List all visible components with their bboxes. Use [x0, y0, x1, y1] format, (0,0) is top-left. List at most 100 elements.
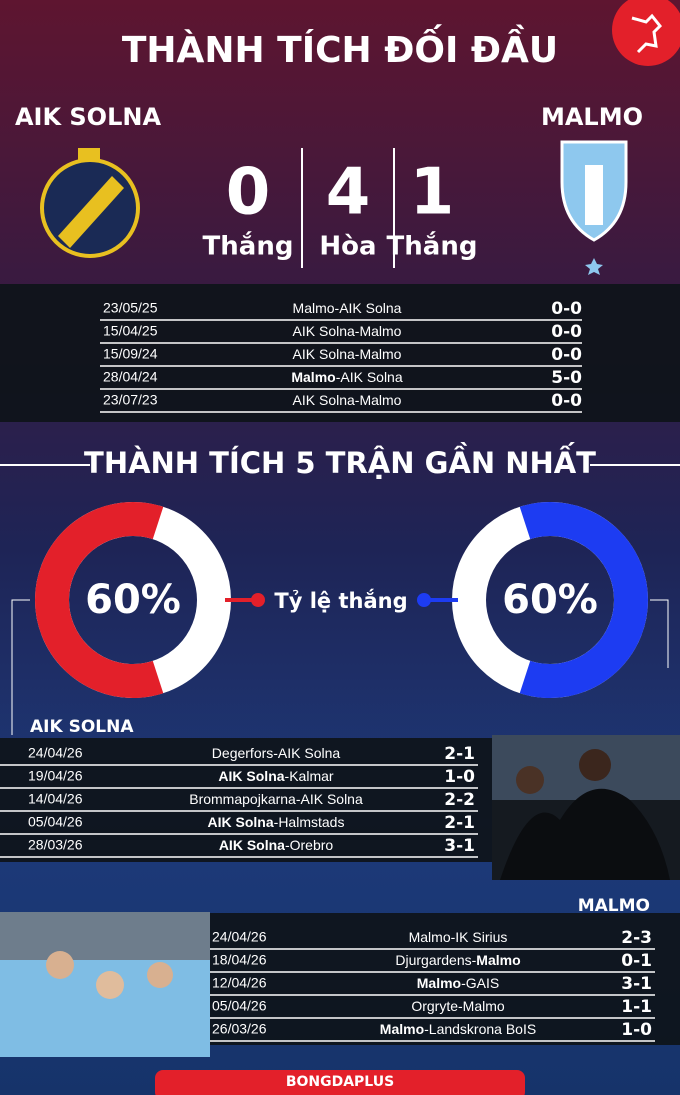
match-team-part: Degerfors-AIK Solna — [212, 745, 341, 761]
match-date: 14/04/26 — [28, 791, 83, 807]
title: THÀNH TÍCH ĐỐI ĐẦU — [122, 24, 558, 71]
match-team-part: AIK Solna-Malmo — [293, 392, 402, 408]
frame — [11, 599, 30, 735]
match-team-part: AIK Solna — [219, 837, 285, 853]
match-team-part: Orgryte-Malmo — [411, 998, 505, 1014]
match-teams: Malmo-AIK Solna — [291, 369, 402, 385]
match-team-part: -GAIS — [461, 975, 499, 991]
legend-dot — [251, 593, 265, 607]
match-score: 0-0 — [551, 322, 582, 342]
summary-label: Thắng — [203, 231, 294, 262]
match-team-part: -Halmstads — [274, 814, 345, 830]
home-label: AIK SOLNA — [30, 717, 134, 737]
match-date: 28/04/24 — [103, 369, 158, 385]
home-photo — [492, 735, 680, 880]
match-date: 12/04/26 — [212, 975, 267, 991]
match-teams: AIK Solna-Malmo — [293, 323, 402, 339]
footer-brand: BONGDAPLUS — [286, 1074, 394, 1090]
match-teams: Malmo-GAIS — [417, 975, 499, 991]
match-teams: AIK Solna-Malmo — [293, 346, 402, 362]
summary-value: 4 — [326, 156, 371, 230]
win-rate-label: Tỷ lệ thắng — [274, 588, 407, 613]
home-panel — [0, 738, 492, 862]
away-photo — [0, 912, 210, 1057]
match-date: 19/04/26 — [28, 768, 83, 784]
match-score: 0-0 — [551, 299, 582, 319]
donut-label: 60% — [502, 577, 598, 623]
match-teams: AIK Solna-Halmstads — [208, 814, 345, 830]
match-teams: Malmo-IK Sirius — [409, 929, 508, 945]
away-label: MALMO — [578, 896, 650, 916]
match-date: 26/03/26 — [212, 1021, 267, 1037]
brand-logo — [612, 0, 680, 66]
away-panel — [210, 913, 680, 1045]
match-score: 1-0 — [444, 767, 475, 787]
donut-label: 60% — [85, 577, 181, 623]
match-score: 3-1 — [444, 836, 475, 856]
brand-logo-figure — [631, 13, 663, 54]
match-teams: Orgryte-Malmo — [411, 998, 505, 1014]
match-score: 3-1 — [621, 974, 652, 994]
match-team-part: -Landskrona BoIS — [424, 1021, 536, 1037]
summary-label: Thắng — [387, 231, 478, 262]
h2h-panel — [0, 284, 680, 422]
match-team-part: Malmo — [417, 975, 461, 991]
donut-arc — [34, 501, 164, 698]
summary-value: 0 — [226, 156, 271, 230]
match-date: 23/07/23 — [103, 392, 158, 408]
match-score: 5-0 — [551, 368, 582, 388]
donut-arc — [519, 502, 648, 698]
summary-value: 1 — [410, 156, 455, 230]
match-date: 18/04/26 — [212, 952, 267, 968]
match-date: 24/04/26 — [28, 745, 83, 761]
match-team-part: Malmo — [476, 952, 520, 968]
frame — [650, 599, 669, 668]
away-logo — [560, 140, 628, 275]
match-teams: AIK Solna-Orebro — [219, 837, 334, 853]
match-score: 2-1 — [444, 744, 475, 764]
match-date: 28/03/26 — [28, 837, 83, 853]
match-date: 15/04/25 — [103, 323, 158, 339]
match-team-part: -Kalmar — [285, 768, 334, 784]
match-date: 24/04/26 — [212, 929, 267, 945]
home-team: AIK SOLNA — [15, 103, 162, 131]
match-teams: Malmo-AIK Solna — [293, 300, 402, 316]
match-teams: AIK Solna-Malmo — [293, 392, 402, 408]
match-team-part: Malmo — [380, 1021, 424, 1037]
match-date: 05/04/26 — [212, 998, 267, 1014]
match-team-part: AIK Solna-Malmo — [293, 323, 402, 339]
match-date: 05/04/26 — [28, 814, 83, 830]
match-score: 2-1 — [444, 813, 475, 833]
match-team-part: AIK Solna-Malmo — [293, 346, 402, 362]
match-team-part: AIK Solna — [208, 814, 274, 830]
match-teams: AIK Solna-Kalmar — [218, 768, 333, 784]
match-team-part: Malmo-IK Sirius — [409, 929, 508, 945]
match-score: 0-1 — [621, 951, 652, 971]
match-teams: Malmo-Landskrona BoIS — [380, 1021, 536, 1037]
home-logo — [40, 148, 140, 258]
match-team-part: Djurgardens- — [395, 952, 476, 968]
match-score: 1-0 — [621, 1020, 652, 1040]
away-team: MALMO — [541, 103, 643, 131]
match-score: 0-0 — [551, 391, 582, 411]
match-date: 23/05/25 — [103, 300, 158, 316]
summary-label: Hòa — [319, 232, 376, 262]
match-score: 2-3 — [621, 928, 652, 948]
match-team-part: Malmo-AIK Solna — [293, 300, 402, 316]
match-team-part: -AIK Solna — [336, 369, 403, 385]
match-date: 15/09/24 — [103, 346, 158, 362]
legend-dot — [417, 593, 431, 607]
match-teams: Degerfors-AIK Solna — [212, 745, 341, 761]
match-score: 2-2 — [444, 790, 475, 810]
match-team-part: -Orebro — [285, 837, 333, 853]
match-team-part: Brommapojkarna-AIK Solna — [189, 791, 363, 807]
match-team-part: Malmo — [291, 369, 335, 385]
match-teams: Brommapojkarna-AIK Solna — [189, 791, 363, 807]
match-team-part: AIK Solna — [218, 768, 284, 784]
match-score: 0-0 — [551, 345, 582, 365]
footer-bar — [155, 1070, 525, 1095]
match-teams: Djurgardens-Malmo — [395, 952, 520, 968]
section-title: THÀNH TÍCH 5 TRẬN GẦN NHẤT — [84, 442, 596, 480]
match-score: 1-1 — [621, 997, 652, 1017]
